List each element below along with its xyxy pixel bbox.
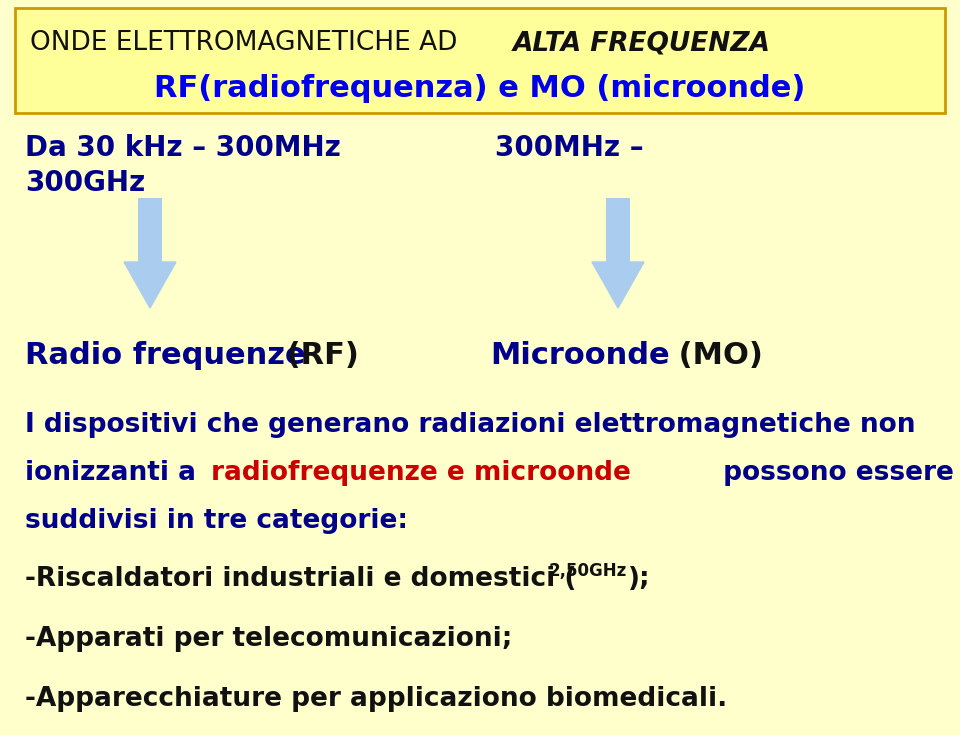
Text: Radio frequenze: Radio frequenze <box>25 340 305 370</box>
Text: I dispositivi che generano radiazioni elettromagnetiche non: I dispositivi che generano radiazioni el… <box>25 412 916 438</box>
Text: Da 30 kHz – 300MHz: Da 30 kHz – 300MHz <box>25 134 341 162</box>
Text: possono essere: possono essere <box>714 460 954 486</box>
Text: (MO): (MO) <box>668 340 763 370</box>
Polygon shape <box>124 262 176 308</box>
Text: RF(radiofrequenza) e MO (microonde): RF(radiofrequenza) e MO (microonde) <box>155 74 805 102</box>
Bar <box>606 198 630 262</box>
Text: ionizzanti a: ionizzanti a <box>25 460 205 486</box>
Text: suddivisi in tre categorie:: suddivisi in tre categorie: <box>25 508 408 534</box>
Text: 300MHz –: 300MHz – <box>495 134 643 162</box>
Text: 2,50GHz: 2,50GHz <box>549 562 627 580</box>
Text: -Apparecchiature per applicaziono biomedicali.: -Apparecchiature per applicaziono biomed… <box>25 686 728 712</box>
FancyBboxPatch shape <box>15 8 945 113</box>
Polygon shape <box>592 262 644 308</box>
Text: 300GHz: 300GHz <box>25 169 145 197</box>
Text: -Apparati per telecomunicazioni;: -Apparati per telecomunicazioni; <box>25 626 513 652</box>
Bar <box>138 198 162 262</box>
Text: radiofrequenze e microonde: radiofrequenze e microonde <box>211 460 631 486</box>
Text: );: ); <box>628 566 651 592</box>
Text: -Riscaldatori industriali e domestici (: -Riscaldatori industriali e domestici ( <box>25 566 576 592</box>
Text: Microonde: Microonde <box>490 340 670 370</box>
Text: ALTA FREQUENZA: ALTA FREQUENZA <box>513 30 771 56</box>
Text: ONDE ELETTROMAGNETICHE AD: ONDE ELETTROMAGNETICHE AD <box>30 30 466 56</box>
Text: (RF): (RF) <box>276 340 359 370</box>
